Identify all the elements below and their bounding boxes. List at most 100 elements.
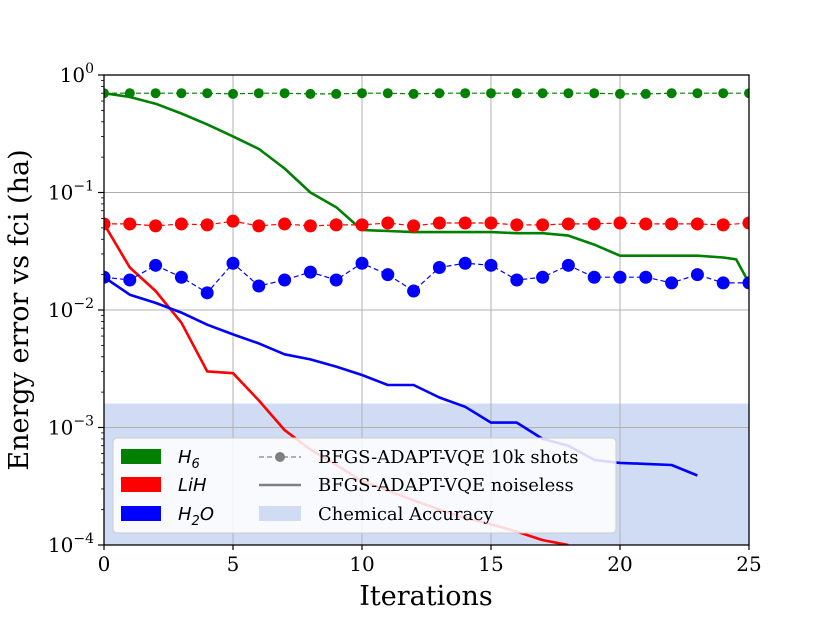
lih-noisy-point xyxy=(252,219,266,233)
lih-noisy-point xyxy=(536,218,550,232)
h2o-noisy-point xyxy=(123,273,137,287)
h2o-noisy-point xyxy=(407,284,421,298)
h6-noisy-point xyxy=(589,88,600,99)
y-tick-label: 10−4 xyxy=(48,531,94,557)
lih-noisy-point xyxy=(613,216,627,230)
h2o-noisy-point xyxy=(381,268,395,282)
h6-noisy-point xyxy=(124,88,135,99)
h6-noisy-point xyxy=(253,88,264,99)
h2o-noisy-point xyxy=(510,273,524,287)
lih-noisy-point xyxy=(665,217,679,231)
lih-noisy-point xyxy=(510,218,524,232)
h2o-noisy-point xyxy=(716,276,730,290)
legend-handle-chemical-accuracy xyxy=(259,506,301,521)
legend-label-style-0: BFGS-ADAPT-VQE 10k shots xyxy=(318,447,578,468)
h2o-noisy-point xyxy=(200,286,214,300)
legend: H6 LiH H2O BFGS-ADAPT-VQE 10k shots BFGS-ADA… xyxy=(112,437,617,534)
h6-noisy-point xyxy=(104,88,109,99)
h6-noisy-point xyxy=(331,88,342,99)
x-tick-label: 15 xyxy=(478,552,503,576)
x-axis-label: Iterations xyxy=(359,581,492,612)
h2o-noisy-point xyxy=(252,279,266,293)
h2o-noisy-point xyxy=(484,258,498,272)
h6-noisy-point xyxy=(305,88,316,99)
h6-noisy-point xyxy=(150,88,161,99)
h6-noisy-point xyxy=(460,88,471,99)
y-tick-label: 10−2 xyxy=(48,296,94,322)
h2o-noisy-point xyxy=(278,273,292,287)
legend-swatch-h6 xyxy=(121,449,161,464)
h2o-noisy-point xyxy=(355,256,369,270)
lih-noisy-point xyxy=(104,217,111,231)
h2o-noisy-point xyxy=(174,270,188,284)
legend-swatch-lih xyxy=(121,477,161,492)
legend-label-h2o: H2O xyxy=(178,504,214,529)
h2o-noisy-point xyxy=(458,256,472,270)
h6-noisy-point xyxy=(228,88,238,99)
h2o-noisy-point xyxy=(613,270,627,284)
lih-noisy-point xyxy=(226,214,240,228)
x-tick-label: 10 xyxy=(349,552,374,576)
lih-noisy-point xyxy=(355,218,369,232)
legend-label-style-2: Chemical Accuracy xyxy=(318,504,494,525)
h2o-noisy-point xyxy=(639,270,653,284)
h6-noisy-point xyxy=(382,88,393,99)
lih-noisy-point xyxy=(639,217,653,231)
x-tick-label: 0 xyxy=(98,552,111,576)
legend-box xyxy=(112,437,617,534)
lih-noisy-point xyxy=(329,218,343,232)
h2o-noisy-point xyxy=(561,258,575,272)
h6-noisy-point xyxy=(279,88,290,99)
lih-noisy-point xyxy=(200,218,214,232)
h6-noisy-point xyxy=(511,88,522,99)
h6-noisy-point xyxy=(692,88,703,99)
h6-noisy-point xyxy=(486,88,496,99)
lih-noisy-point xyxy=(407,219,421,233)
lih-noisy-point xyxy=(690,217,704,231)
lih-noisy-point xyxy=(174,217,188,231)
h6-noisy-point xyxy=(202,88,213,99)
h6-noisy-point xyxy=(640,88,651,99)
x-tick-label: 5 xyxy=(227,552,240,576)
h6-noisy-point xyxy=(744,88,749,99)
lih-noisy-point xyxy=(432,216,446,230)
h6-noisy-point xyxy=(434,88,445,99)
lih-noisy-point xyxy=(278,217,292,231)
h2o-noisy-point xyxy=(665,276,679,290)
legend-handle-noisy-marker xyxy=(275,452,285,462)
y-tick-label: 10−3 xyxy=(48,414,94,440)
lih-noisy-point xyxy=(587,217,601,231)
lih-noisy-point xyxy=(149,219,163,233)
h6-noisy-point xyxy=(563,88,574,99)
h6-noisy-point xyxy=(718,88,729,99)
h6-noisy-point xyxy=(176,88,187,99)
h6-noisy-point xyxy=(408,88,419,99)
y-axis-label: Energy error vs fci (ha) xyxy=(4,149,35,470)
x-tick-label: 25 xyxy=(736,552,761,576)
h2o-noisy-point xyxy=(226,256,240,270)
h2o-noisy-point xyxy=(149,258,163,272)
x-tick-label: 20 xyxy=(607,552,632,576)
h2o-noisy-point xyxy=(432,260,446,274)
lih-noisy-point xyxy=(716,218,730,232)
h2o-noisy-point xyxy=(104,270,111,284)
h6-noisy-point xyxy=(666,88,677,99)
lih-noisy-point xyxy=(123,217,137,231)
lih-noisy-point xyxy=(484,216,498,230)
h2o-noisy-point xyxy=(329,273,343,287)
y-tick-label: 10−1 xyxy=(48,179,94,205)
legend-swatch-h2o xyxy=(121,506,161,521)
h2o-noisy-point xyxy=(303,265,317,279)
lih-noisy-point xyxy=(742,216,749,230)
legend-label-style-1: BFGS-ADAPT-VQE noiseless xyxy=(318,475,574,496)
lih-noisy-point xyxy=(561,217,575,231)
h2o-noisy-point xyxy=(742,276,749,290)
h2o-noisy-point xyxy=(536,270,550,284)
lih-noisy-point xyxy=(381,216,395,230)
y-tick-label: 100 xyxy=(60,61,94,87)
lih-noisy-point xyxy=(458,216,472,230)
h6-noisy-line xyxy=(104,92,749,95)
h6-noisy-point xyxy=(615,88,625,99)
h6-noisy-point xyxy=(357,88,367,99)
